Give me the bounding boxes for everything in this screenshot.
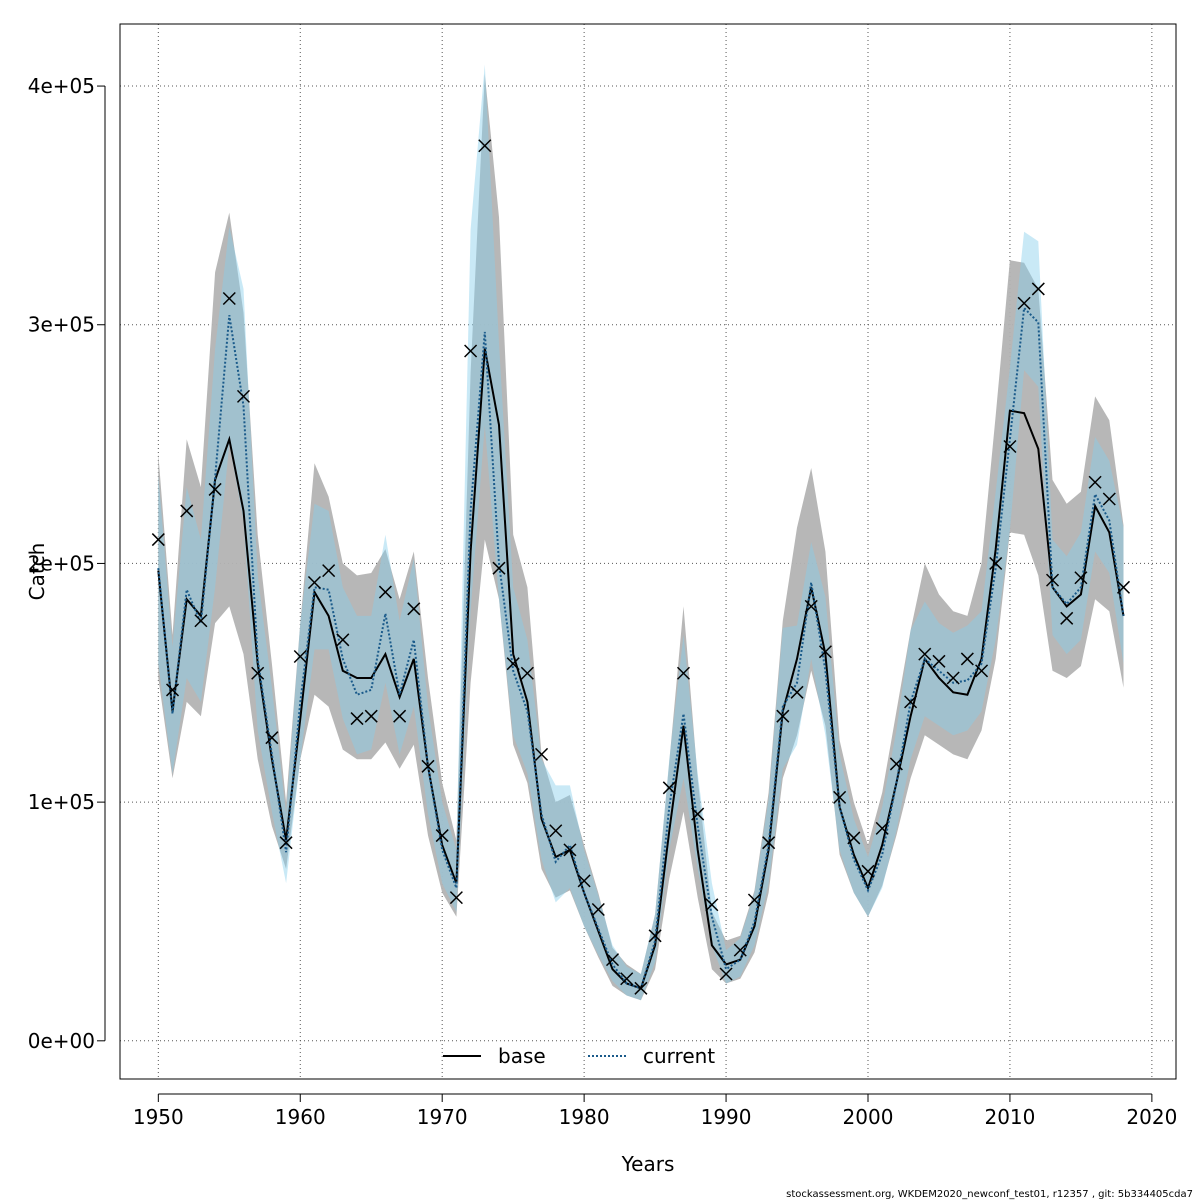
observed-point-1988 bbox=[691, 807, 705, 821]
observed-point-1950 bbox=[151, 533, 165, 547]
observed-point-1986 bbox=[662, 781, 676, 795]
observed-point-2005 bbox=[932, 654, 946, 668]
legend-current-label: current bbox=[643, 1044, 715, 1068]
observed-point-1976 bbox=[520, 666, 534, 680]
observed-point-1987 bbox=[676, 666, 691, 680]
observed-point-1959 bbox=[279, 836, 293, 850]
x-tick-label-1980: 1980 bbox=[559, 1105, 610, 1129]
x-tick-label-1960: 1960 bbox=[275, 1105, 326, 1129]
grid-layer bbox=[120, 24, 1176, 1079]
observed-point-1958 bbox=[265, 731, 279, 745]
observed-point-1990 bbox=[719, 967, 733, 981]
observed-point-1985 bbox=[648, 929, 662, 943]
y-tick-label-2: 2e+05 bbox=[28, 551, 95, 575]
observed-point-2007 bbox=[960, 652, 974, 666]
y-tick-label-1: 1e+05 bbox=[28, 790, 95, 814]
observed-point-2001 bbox=[875, 821, 889, 835]
observed-point-1978 bbox=[549, 824, 563, 838]
observed-point-1951 bbox=[165, 683, 180, 697]
observed-point-1997 bbox=[818, 645, 832, 659]
observed-point-2000 bbox=[861, 864, 875, 878]
observed-point-2015 bbox=[1074, 571, 1088, 585]
observed-point-2002 bbox=[889, 757, 903, 771]
observed-point-1970 bbox=[435, 829, 449, 843]
observed-point-2009 bbox=[989, 556, 1003, 570]
axes: 1950 1960 1970 1980 1990 2000 2010 2020 0e+00 1e+… bbox=[28, 74, 1178, 1129]
y-tick-label-3: 3e+05 bbox=[28, 313, 95, 337]
observed-point-1981 bbox=[591, 903, 605, 917]
observed-point-1955 bbox=[222, 291, 236, 306]
x-axis-title: Years bbox=[621, 1152, 675, 1176]
x-tick-label-1990: 1990 bbox=[701, 1105, 752, 1129]
footer-credit: stockassessment.org, WKDEM2020_newconf_t… bbox=[786, 1189, 1193, 1200]
observed-point-1979 bbox=[563, 843, 577, 857]
observed-point-1991 bbox=[733, 943, 747, 957]
observed-point-2004 bbox=[918, 647, 932, 661]
observed-point-1957 bbox=[251, 666, 265, 680]
observed-point-1954 bbox=[208, 482, 222, 496]
observed-point-2018 bbox=[1116, 580, 1131, 594]
observed-point-1956 bbox=[236, 389, 251, 403]
observed-point-2003 bbox=[904, 695, 918, 709]
confidence-bands bbox=[158, 64, 1124, 1001]
observed-point-2008 bbox=[975, 664, 989, 678]
observed-point-1983 bbox=[620, 972, 634, 986]
observed-point-1982 bbox=[605, 953, 620, 967]
base-confidence-band bbox=[158, 74, 1124, 1001]
x-tick-label-1950: 1950 bbox=[133, 1105, 184, 1129]
observed-point-1984 bbox=[634, 981, 648, 995]
observed-point-1977 bbox=[535, 747, 549, 761]
observed-point-2013 bbox=[1045, 573, 1060, 587]
observed-point-1994 bbox=[776, 709, 790, 723]
legend-base-label: base bbox=[498, 1044, 546, 1068]
x-tick-label-2010: 2010 bbox=[984, 1105, 1035, 1129]
x-tick-label-2000: 2000 bbox=[843, 1105, 894, 1129]
observed-point-1969 bbox=[421, 759, 435, 773]
observed-point-1973 bbox=[478, 139, 492, 153]
observed-points bbox=[151, 139, 1131, 995]
observed-point-1995 bbox=[790, 685, 804, 699]
observed-point-1972 bbox=[464, 344, 478, 358]
observed-point-1998 bbox=[833, 790, 847, 804]
observed-point-2011 bbox=[1017, 296, 1031, 310]
observed-point-1975 bbox=[506, 657, 520, 671]
observed-point-1952 bbox=[180, 504, 194, 518]
x-tick-label-1970: 1970 bbox=[417, 1105, 468, 1129]
observed-point-1992 bbox=[747, 893, 761, 907]
observed-point-1964 bbox=[350, 712, 364, 726]
observed-point-1960 bbox=[293, 649, 307, 664]
observed-point-1953 bbox=[194, 614, 208, 628]
observed-point-2012 bbox=[1031, 282, 1045, 296]
observed-point-1962 bbox=[322, 564, 336, 578]
observed-point-2014 bbox=[1060, 611, 1074, 625]
observed-point-1980 bbox=[577, 874, 591, 888]
current-confidence-band bbox=[158, 64, 1124, 1001]
y-tick-label-4: 4e+05 bbox=[28, 74, 95, 98]
legend: base current bbox=[443, 1044, 715, 1068]
y-tick-label-0: 0e+00 bbox=[28, 1029, 95, 1053]
observed-point-2006 bbox=[946, 671, 960, 685]
x-tick-label-2020: 2020 bbox=[1126, 1105, 1177, 1129]
plot-frame bbox=[119, 23, 1177, 1080]
observed-point-1963 bbox=[336, 633, 350, 647]
observed-point-1967 bbox=[393, 709, 407, 723]
observed-point-1974 bbox=[492, 561, 506, 575]
observed-point-1961 bbox=[307, 575, 321, 590]
observed-point-1971 bbox=[449, 891, 463, 905]
observed-point-1965 bbox=[364, 709, 378, 723]
observed-point-2016 bbox=[1088, 475, 1102, 489]
observed-point-1993 bbox=[762, 836, 776, 850]
observed-point-1968 bbox=[407, 602, 421, 616]
y-axis-title: Catch bbox=[25, 543, 49, 601]
observed-point-1996 bbox=[804, 599, 818, 613]
observed-point-1989 bbox=[705, 898, 719, 912]
observed-point-2017 bbox=[1102, 492, 1116, 506]
observed-point-2010 bbox=[1003, 439, 1017, 454]
observed-point-1966 bbox=[378, 585, 392, 599]
observed-point-1999 bbox=[847, 831, 861, 845]
